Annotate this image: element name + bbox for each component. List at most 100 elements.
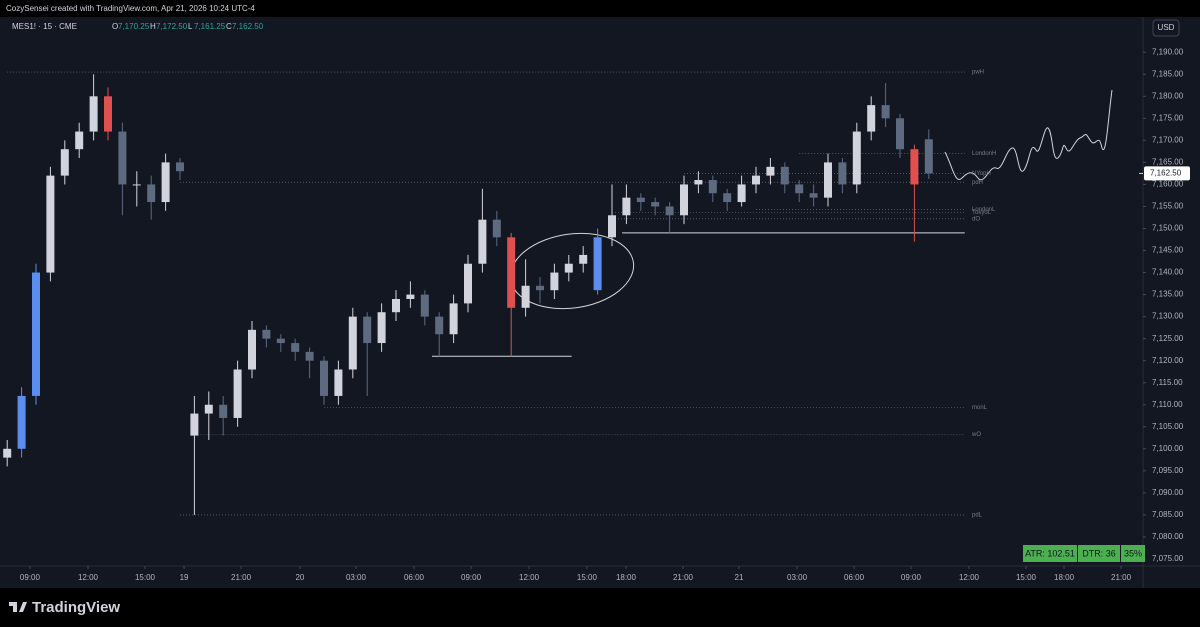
- y-tick-label: 7,130.00: [1152, 312, 1184, 321]
- candle-body: [17, 395, 26, 449]
- candle-body: [608, 215, 616, 238]
- y-tick-label: 7,140.00: [1152, 268, 1184, 277]
- last-price-label: 7,162.50: [1150, 169, 1182, 178]
- candle-body: [305, 351, 314, 361]
- stats-cell: [1023, 545, 1077, 562]
- candle-body: [492, 219, 501, 238]
- candle-body: [204, 404, 213, 414]
- x-tick-label: 12:00: [78, 573, 99, 582]
- stats-cell: [1078, 545, 1120, 562]
- candle-body: [924, 139, 933, 174]
- x-tick-label: 03:00: [346, 573, 367, 582]
- legend-value: 7,170.25: [118, 22, 150, 31]
- chart-area: [0, 17, 1200, 588]
- candle-body: [550, 272, 559, 291]
- last-price-box: [1144, 166, 1190, 181]
- candle-body: [507, 237, 516, 308]
- candle-body: [363, 316, 372, 344]
- x-tick-label: 21:00: [231, 573, 252, 582]
- candle-body: [809, 193, 818, 198]
- candle-body: [32, 272, 40, 396]
- symbol: MES1! · 15 · CME: [12, 22, 77, 31]
- candle-body: [464, 263, 472, 304]
- legend-value: 7,161.25: [194, 22, 226, 31]
- candle-body: [824, 162, 832, 198]
- level-label: pdL: [972, 512, 983, 518]
- currency-box[interactable]: [1152, 19, 1180, 37]
- candle-body: [262, 329, 271, 339]
- candle-body: [867, 105, 876, 132]
- candle-body: [752, 175, 760, 185]
- candle-body: [118, 131, 127, 185]
- candle-body: [449, 303, 458, 335]
- x-tick-label: 21:00: [673, 573, 694, 582]
- x-tick-label: 18:00: [1054, 573, 1075, 582]
- y-tick-label: 7,075.00: [1152, 554, 1184, 563]
- y-tick-label: 7,095.00: [1152, 466, 1184, 475]
- candle-body: [435, 316, 444, 335]
- candle-body: [46, 175, 55, 273]
- x-tick-label: 21:00: [1111, 573, 1132, 582]
- x-tick-label: 19: [180, 573, 189, 582]
- x-tick-label: 06:00: [844, 573, 865, 582]
- level-label: monL: [972, 405, 988, 411]
- logo-text: TradingView: [32, 599, 120, 616]
- header-text: CozySensei created with TradingView.com,…: [6, 4, 255, 13]
- candle-body: [536, 285, 544, 291]
- candle-body: [334, 369, 343, 396]
- candle-body: [478, 219, 487, 264]
- level-label: pdH: [972, 180, 983, 186]
- candle-body: [564, 263, 573, 273]
- y-tick-label: 7,090.00: [1152, 488, 1184, 497]
- candle-body: [406, 294, 415, 299]
- y-tick-label: 7,175.00: [1152, 113, 1184, 122]
- candle-body: [161, 162, 170, 203]
- y-tick-label: 7,110.00: [1152, 400, 1183, 409]
- level-label: NYopH: [972, 171, 991, 177]
- logo: TradingView: [9, 599, 120, 616]
- legend-key: L: [188, 22, 193, 31]
- y-tick-label: 7,160.00: [1152, 180, 1184, 189]
- candle-body: [132, 184, 141, 186]
- candle-body: [723, 193, 732, 203]
- level-label: dO: [972, 216, 980, 222]
- x-tick-label: 09:00: [20, 573, 41, 582]
- candle-body: [176, 162, 184, 172]
- candle-body: [320, 360, 328, 396]
- y-tick-label: 7,115.00: [1152, 378, 1183, 387]
- plot: 7,075.00 7,080.00 7,085.00 7,090.00 7,095.00…: [3, 47, 1190, 582]
- candle-body: [104, 96, 112, 132]
- y-tick-label: 7,120.00: [1152, 356, 1184, 365]
- legend-value: 7,162.50: [232, 22, 264, 31]
- y-tick-label: 7,100.00: [1152, 444, 1184, 453]
- candle-body: [665, 206, 674, 216]
- currency[interactable]: USD: [1158, 23, 1175, 32]
- legend-key: C: [226, 22, 232, 31]
- logo-icon: [9, 602, 27, 612]
- y-tick-label: 7,150.00: [1152, 224, 1184, 233]
- y-tick-label: 7,080.00: [1152, 532, 1184, 541]
- level-label: wO: [971, 432, 981, 438]
- legend-key: O: [112, 22, 118, 31]
- stats-text: 35%: [1124, 548, 1142, 558]
- candle-body: [680, 184, 688, 216]
- y-tick-label: 7,190.00: [1152, 47, 1184, 56]
- candle-body: [780, 166, 789, 185]
- legend-value: 7,172.50: [156, 22, 188, 31]
- candle-body: [838, 162, 847, 185]
- candle-body: [708, 180, 717, 194]
- y-tick-label: 7,155.00: [1152, 202, 1184, 211]
- x-tick-label: 12:00: [959, 573, 980, 582]
- y-tick-label: 7,145.00: [1152, 246, 1184, 255]
- candle-body: [248, 329, 256, 370]
- stats-text: ATR: 102.51: [1025, 548, 1075, 558]
- candle-body: [521, 285, 530, 308]
- level-label: LondonH: [972, 151, 996, 157]
- forecast-drawing: [944, 89, 1113, 181]
- stats-text: DTR: 36: [1082, 548, 1116, 558]
- y-tick-label: 7,180.00: [1152, 91, 1184, 100]
- candle-body: [348, 316, 357, 370]
- candle-body: [896, 118, 904, 150]
